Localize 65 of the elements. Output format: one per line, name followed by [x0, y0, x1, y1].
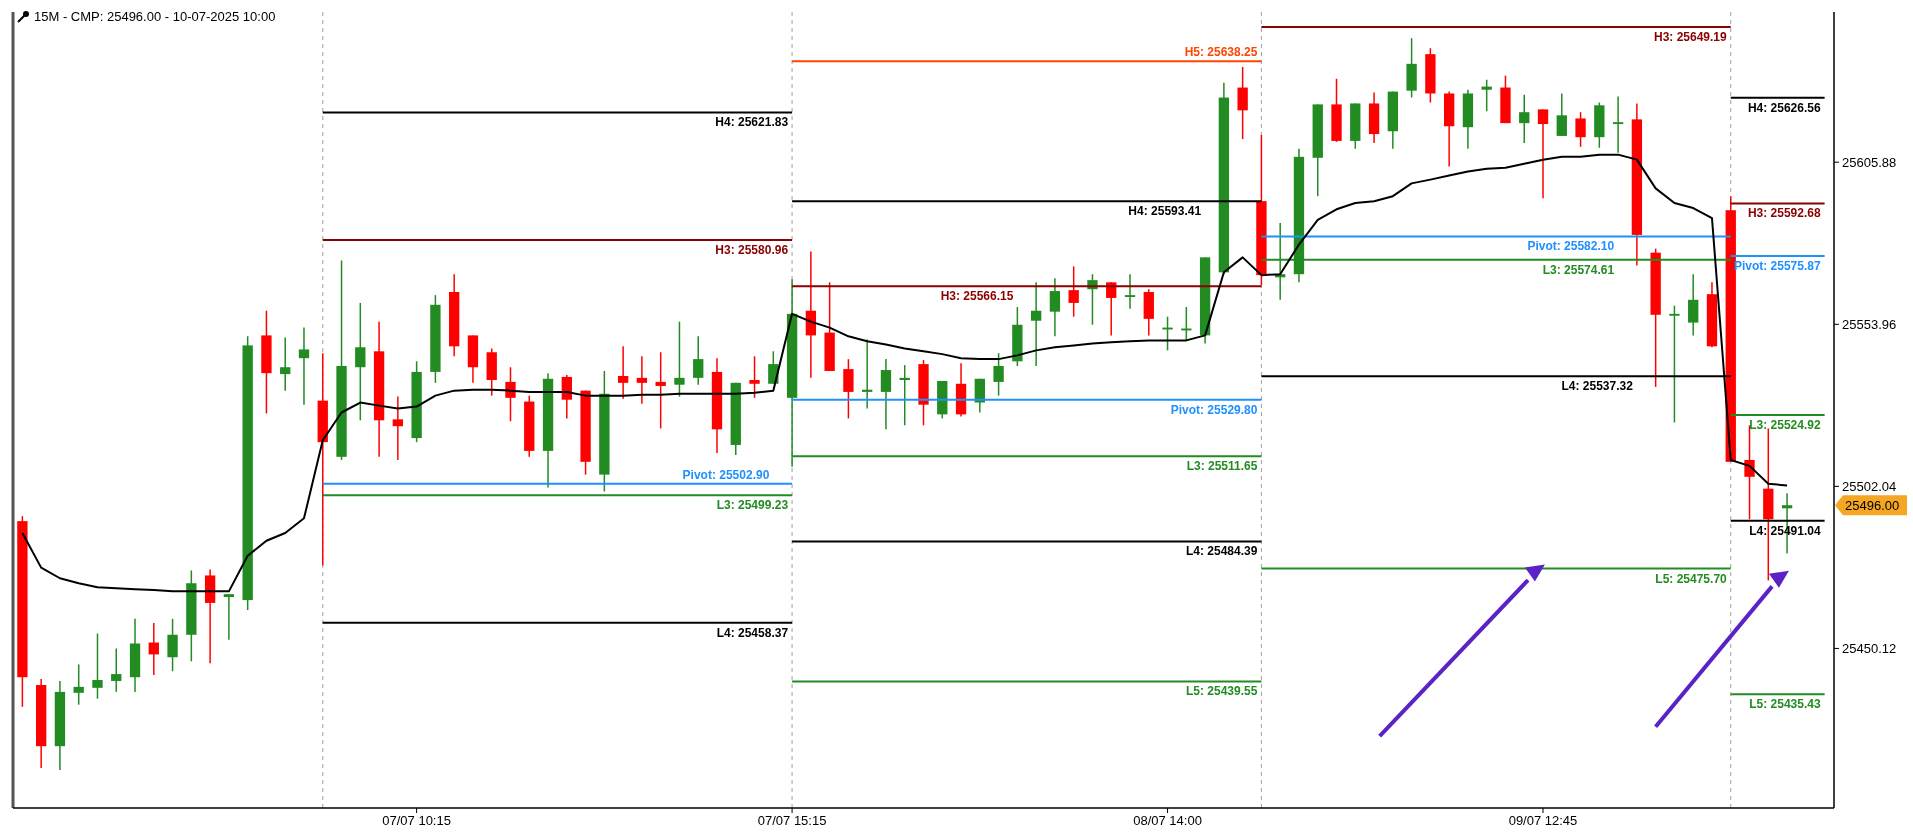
series-label: L3: 25524.92 — [1749, 417, 1821, 432]
series-label: Pivot: 25582.10 — [1527, 239, 1615, 254]
candlestick — [1068, 265, 1079, 318]
candlestick — [636, 355, 648, 405]
series-label: L3: 25511.65 — [1186, 459, 1258, 474]
candlestick — [1124, 273, 1136, 310]
candlestick — [843, 358, 854, 420]
candlestick — [674, 320, 685, 398]
candlestick — [617, 345, 629, 400]
series-label: Pivot: 25529.80 — [1170, 402, 1258, 417]
series-label: L4: 25484.39 — [1186, 544, 1258, 559]
series-label: Pivot: 25502.90 — [682, 467, 770, 482]
series-label: L5: 25475.70 — [1655, 571, 1728, 586]
series-label: H3: 25592.68 — [1747, 206, 1821, 221]
candlestick — [1575, 111, 1586, 148]
chart-title: 15M - CMP: 25496.00 - 10-07-2025 10:00 — [34, 9, 276, 24]
series-label: L4: 25458.37 — [716, 625, 789, 640]
candlestick — [1612, 95, 1624, 154]
series-label: H3: 25649.19 — [1654, 30, 1728, 45]
candlestick — [1537, 108, 1549, 200]
candlestick — [655, 351, 666, 430]
candlestick — [880, 358, 892, 431]
candlestick — [1481, 78, 1492, 113]
candlestick — [392, 395, 404, 461]
series-label: H5: 25638.25 — [1184, 45, 1258, 60]
series-label: H3: 25566.15 — [940, 289, 1014, 304]
candlestick — [148, 622, 159, 676]
candlestick — [167, 618, 178, 673]
series-label: H4: 25621.83 — [715, 115, 789, 130]
x-tick-label: 09/07 12:45 — [1508, 813, 1578, 828]
candlestick — [298, 326, 310, 406]
candlestick — [749, 355, 760, 399]
candlestick — [974, 378, 985, 414]
candlestick — [73, 663, 84, 706]
candlestick — [223, 593, 235, 641]
x-tick-label: 07/07 10:15 — [382, 813, 451, 828]
x-tick-label: 08/07 14:00 — [1133, 813, 1202, 828]
candlestick — [111, 647, 122, 693]
candlestick — [1237, 66, 1248, 140]
series-label: H4: 25593.41 — [1128, 204, 1202, 219]
candlestick — [693, 335, 704, 386]
x-tick-label: 07/07 15:15 — [757, 813, 827, 828]
candlestick — [92, 632, 103, 700]
candlestick — [1049, 277, 1061, 338]
series-label: L4: 25537.32 — [1561, 379, 1634, 394]
candlestick — [993, 352, 1004, 397]
candlestick — [355, 302, 366, 422]
series-label: H4: 25626.56 — [1747, 100, 1821, 115]
series-label: L5: 25435.43 — [1749, 697, 1821, 712]
series-label: L3: 25574.61 — [1542, 262, 1615, 277]
candlestick — [1669, 304, 1680, 424]
candlestick — [1519, 93, 1530, 144]
y-tick-label: 25502.04 — [1842, 478, 1897, 494]
candlestick — [1030, 281, 1042, 367]
candlestick — [1556, 92, 1567, 137]
candlestick — [280, 336, 291, 392]
text: 25496.00 — [1845, 497, 1900, 513]
series-label: H3: 25580.96 — [715, 243, 789, 257]
series-label: L5: 25439.55 — [1186, 684, 1258, 699]
candlestick — [505, 366, 516, 422]
y-tick-label: 25553.96 — [1842, 316, 1897, 332]
y-tick-label: 25450.12 — [1842, 640, 1897, 656]
series-label: L3: 25499.23 — [716, 498, 789, 513]
candlestick — [1688, 273, 1699, 337]
y-tick-label: 25605.88 — [1842, 154, 1897, 170]
